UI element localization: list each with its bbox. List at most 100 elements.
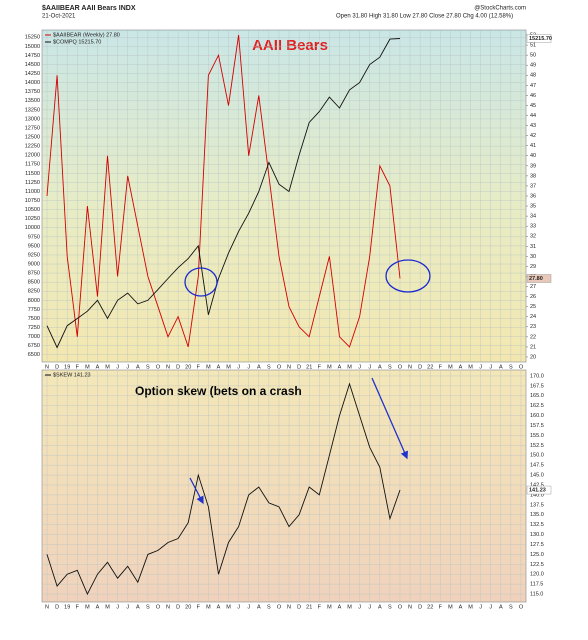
y-tick-label: 47 — [530, 83, 536, 89]
x-tick-label: N — [45, 364, 49, 370]
bottom-plot-area — [41, 369, 527, 603]
last-value-label: 27.80 — [529, 276, 543, 282]
y-tick-label: 11500 — [25, 171, 40, 177]
x-tick-label: 21 — [306, 364, 312, 370]
y-tick-label: 27 — [530, 284, 536, 290]
x-tick-label: M — [347, 604, 352, 610]
y-tick-label: 14000 — [25, 80, 40, 86]
series-line — [46, 382, 401, 596]
x-tick-label: M — [105, 364, 110, 370]
last-value-label: 141.23 — [529, 487, 546, 493]
x-tick-label: J — [237, 364, 240, 370]
y-tick-label: 41 — [530, 143, 536, 149]
last-value-box — [526, 274, 552, 283]
x-tick-label: J — [479, 364, 482, 370]
x-tick-label: 19 — [64, 604, 70, 610]
y-tick-label: 50 — [530, 53, 536, 59]
x-tick-label: N — [166, 604, 170, 610]
x-tick-label: A — [499, 364, 503, 370]
x-tick-label: J — [489, 364, 492, 370]
y-tick-label: 34 — [530, 214, 536, 220]
y-tick-label: 11250 — [25, 180, 40, 186]
y-tick-label: 6750 — [28, 343, 40, 349]
y-tick-label: 157.5 — [530, 423, 544, 429]
x-tick-label: O — [156, 364, 161, 370]
y-tick-label: 10000 — [25, 225, 40, 231]
x-tick-label: M — [105, 604, 110, 610]
y-tick-label: 22 — [530, 334, 536, 340]
y-tick-label: 48 — [530, 73, 536, 79]
y-tick-label: 120.0 — [530, 572, 544, 578]
y-tick-label: 122.5 — [530, 562, 544, 568]
series-line — [46, 38, 401, 349]
y-tick-label: 10500 — [25, 207, 40, 213]
x-tick-label: S — [509, 364, 513, 370]
last-value-label: 15215.70 — [529, 36, 552, 42]
y-tick-label: 9250 — [28, 252, 40, 258]
x-tick-label: O — [398, 604, 403, 610]
y-tick-label: 13750 — [25, 89, 40, 95]
y-tick-label: 140.0 — [530, 492, 544, 498]
y-tick-label: 43 — [530, 123, 536, 129]
chart-title: AAII Bears — [252, 37, 328, 54]
x-tick-label: J — [116, 364, 119, 370]
y-tick-label: 160.0 — [530, 413, 544, 419]
y-tick-label: 39 — [530, 163, 536, 169]
x-tick-label: M — [347, 364, 352, 370]
y-tick-label: 142.5 — [530, 482, 544, 488]
x-tick-label: M — [226, 364, 231, 370]
x-tick-label: 22 — [427, 364, 433, 370]
x-tick-label: A — [96, 364, 100, 370]
y-tick-label: 49 — [530, 63, 536, 69]
y-tick-label: 9750 — [28, 234, 40, 240]
x-tick-label: N — [287, 604, 291, 610]
y-tick-label: 162.5 — [530, 403, 544, 409]
y-tick-label: 127.5 — [530, 542, 544, 548]
x-tick-label: S — [388, 604, 392, 610]
x-tick-label: J — [247, 364, 250, 370]
x-tick-label: A — [459, 364, 463, 370]
y-tick-label: 135.0 — [530, 512, 544, 518]
x-tick-label: M — [206, 604, 211, 610]
y-tick-label: 21 — [530, 344, 536, 350]
x-tick-label: J — [358, 604, 361, 610]
x-tick-label: M — [448, 364, 453, 370]
x-tick-label: S — [267, 604, 271, 610]
y-tick-label: 20 — [530, 354, 536, 360]
y-tick-label: 45 — [530, 103, 536, 109]
y-tick-label: 11750 — [25, 162, 40, 168]
x-tick-label: J — [358, 364, 361, 370]
arrow — [371, 377, 408, 460]
x-tick-label: A — [499, 604, 503, 610]
x-tick-label: J — [126, 364, 129, 370]
y-tick-label: 25 — [530, 304, 536, 310]
x-tick-label: S — [146, 604, 150, 610]
y-tick-label: 8250 — [28, 289, 40, 295]
legend-label: $AAIIBEAR (Weekly) 27.80 — [53, 32, 120, 38]
y-tick-label: 10250 — [25, 216, 40, 222]
x-tick-label: A — [136, 604, 140, 610]
x-tick-label: A — [338, 364, 342, 370]
x-tick-label: F — [76, 604, 80, 610]
y-tick-label: 7750 — [28, 307, 40, 313]
y-tick-label: 137.5 — [530, 502, 544, 508]
y-tick-label: 13000 — [25, 116, 40, 122]
x-tick-label: F — [318, 604, 322, 610]
x-tick-label: O — [519, 364, 524, 370]
x-tick-label: D — [297, 364, 301, 370]
y-tick-label: 33 — [530, 224, 536, 230]
y-tick-label: 14750 — [25, 53, 40, 59]
x-tick-label: A — [378, 364, 382, 370]
header-source: @StockCharts.com — [474, 6, 526, 12]
x-tick-label: J — [247, 604, 250, 610]
x-tick-label: J — [237, 604, 240, 610]
x-tick-label: J — [368, 604, 371, 610]
x-tick-label: D — [176, 364, 180, 370]
y-tick-label: 8000 — [28, 298, 40, 304]
x-tick-label: N — [408, 364, 412, 370]
y-tick-label: 9500 — [28, 243, 40, 249]
y-tick-label: 32 — [530, 234, 536, 240]
y-tick-label: 125.0 — [530, 552, 544, 558]
x-tick-label: A — [217, 604, 221, 610]
x-tick-label: 20 — [185, 364, 191, 370]
